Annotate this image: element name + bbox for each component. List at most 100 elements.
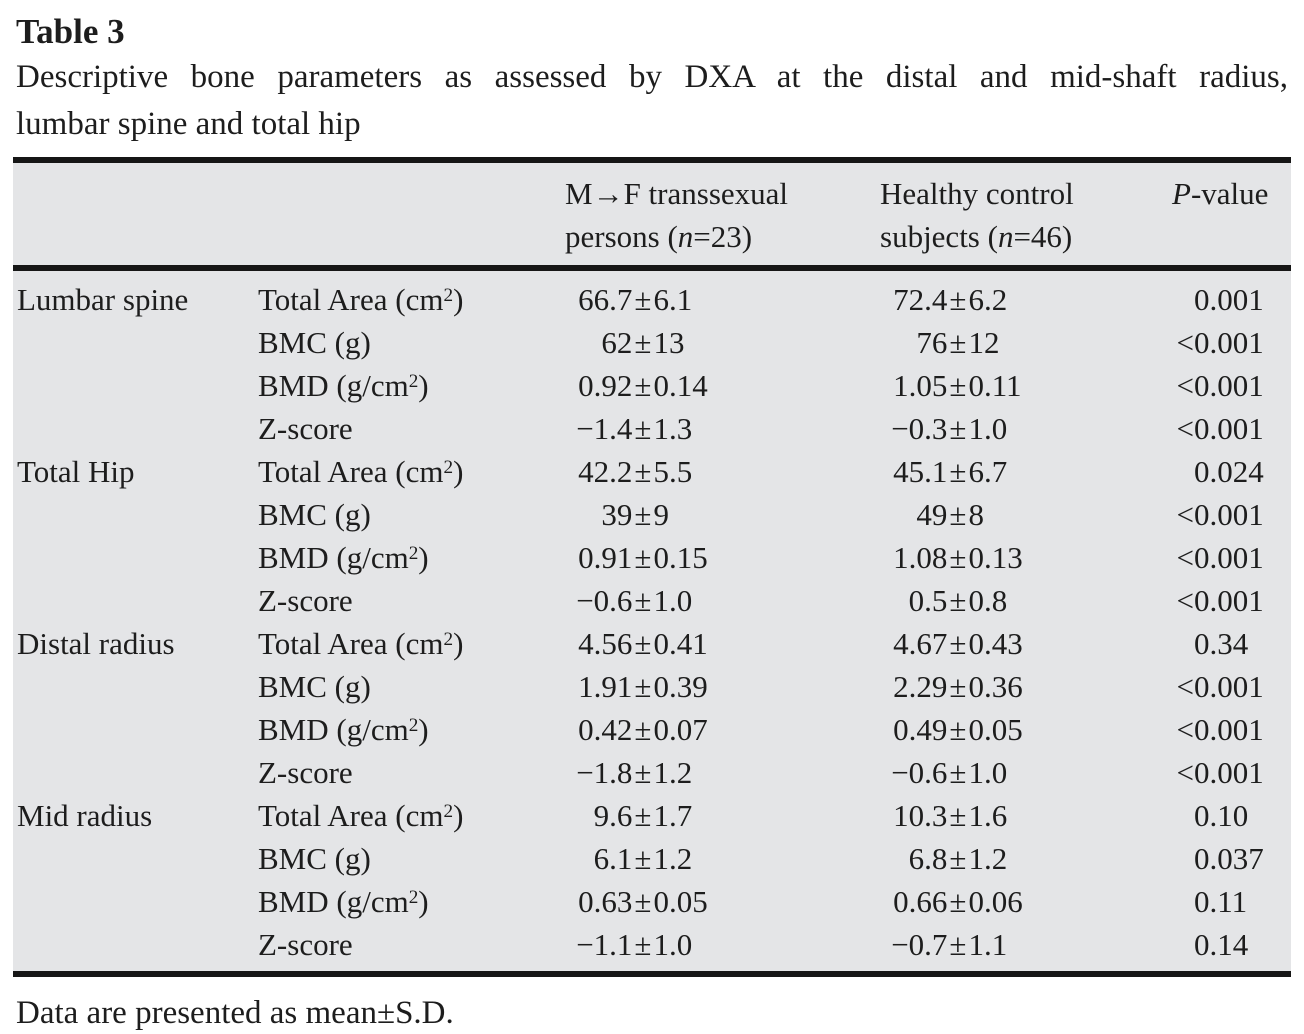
plus-minus-symbol: ±	[634, 927, 652, 962]
header-empty-parameter	[258, 172, 565, 258]
p-value-cell: <0.001	[1176, 540, 1264, 575]
superscript: 2	[443, 629, 454, 650]
parameter-cell: Total Area (cm2)	[258, 454, 464, 489]
control-value-cell: 72.4±6.2	[893, 282, 1008, 317]
site-cell	[13, 837, 258, 880]
table-row: Z-score −0.6±1.0 0.5±0.8 <0.001	[13, 579, 1291, 622]
plus-minus-symbol: ±	[949, 497, 967, 532]
control-value-cell: 49±8	[916, 497, 984, 532]
plus-minus-symbol: ±	[634, 755, 652, 790]
table-body: Lumbar spine Total Area (cm2) 66.7±6.1 7…	[13, 271, 1291, 971]
transsexual-value-cell: 9.6±1.7	[593, 798, 693, 833]
parameter-cell: Z-score	[258, 755, 353, 790]
superscript: 2	[408, 715, 419, 736]
superscript: 2	[443, 457, 454, 478]
caption-text-line1: Descriptive bone parameters as assessed …	[16, 59, 1288, 95]
p-value-cell: <0.001	[1176, 712, 1264, 747]
header-transsexual-group: M→F transsexual persons (n=23)	[565, 172, 880, 258]
site-cell	[13, 321, 258, 364]
table-row: Lumbar spine Total Area (cm2) 66.7±6.1 7…	[13, 278, 1291, 321]
plus-minus-symbol: ±	[634, 798, 652, 833]
control-value-cell: 1.05±0.11	[893, 368, 1022, 403]
superscript: 2	[443, 285, 454, 306]
plus-minus-symbol: ±	[949, 798, 967, 833]
transsexual-value-cell: 62±13	[601, 325, 685, 360]
header-p-value: P-value	[1172, 176, 1269, 211]
table-row: BMD (g/cm2) 0.42±0.07 0.49±0.05 <0.001	[13, 708, 1291, 751]
p-value-cell: 0.001	[1194, 282, 1264, 317]
p-value-cell: <0.001	[1176, 368, 1264, 403]
parameter-cell: Z-score	[258, 583, 353, 618]
p-value-cell: <0.001	[1176, 583, 1264, 618]
parameter-cell: Z-score	[258, 927, 353, 962]
site-cell	[13, 665, 258, 708]
control-value-cell: 1.08±0.13	[893, 540, 1023, 575]
p-symbol: P	[1172, 176, 1191, 211]
header-transsexual-line2: persons (n=23)	[565, 219, 753, 254]
n-symbol: n	[677, 219, 694, 254]
caption-text-line2: lumbar spine and total hip	[16, 106, 361, 142]
site-cell: Lumbar spine	[17, 282, 189, 317]
site-cell	[13, 708, 258, 751]
control-value-cell: 4.67±0.43	[893, 626, 1023, 661]
control-value-cell: 45.1±6.7	[893, 454, 1008, 489]
plus-minus-symbol: ±	[949, 411, 967, 446]
plus-minus-symbol: ±	[949, 841, 967, 876]
plus-minus-symbol: ±	[634, 497, 652, 532]
parameter-cell: Total Area (cm2)	[258, 626, 464, 661]
p-value-cell: <0.001	[1176, 669, 1264, 704]
table-row: BMC (g) 1.91±0.39 2.29±0.36 <0.001	[13, 665, 1291, 708]
table-row: BMC (g) 62±13 76±12 <0.001	[13, 321, 1291, 364]
p-value-cell: <0.001	[1176, 755, 1264, 790]
plus-minus-symbol: ±	[634, 669, 652, 704]
plus-minus-symbol: ±	[634, 411, 652, 446]
p-value-cell: 0.34	[1194, 626, 1249, 661]
plus-minus-symbol: ±	[949, 368, 967, 403]
control-value-cell: −0.6±1.0	[891, 755, 1008, 790]
parameter-cell: Total Area (cm2)	[258, 282, 464, 317]
plus-minus-symbol: ±	[634, 884, 652, 919]
transsexual-value-cell: 0.63±0.05	[578, 884, 708, 919]
plus-minus-symbol: ±	[634, 841, 652, 876]
data-table: M→F transsexual persons (n=23) Healthy c…	[13, 157, 1291, 977]
p-value-cell: 0.11	[1194, 884, 1248, 919]
plus-minus-symbol: ±	[634, 626, 652, 661]
plus-minus-symbol: ±	[949, 282, 967, 317]
control-value-cell: 76±12	[916, 325, 1000, 360]
plus-minus-symbol: ±	[949, 540, 967, 575]
header-control-line1: Healthy control	[880, 176, 1074, 211]
parameter-cell: BMC (g)	[258, 841, 371, 876]
transsexual-value-cell: −1.8±1.2	[576, 755, 693, 790]
parameter-cell: BMD (g/cm2)	[258, 884, 429, 919]
control-value-cell: 0.49±0.05	[893, 712, 1023, 747]
transsexual-value-cell: 39±9	[601, 497, 669, 532]
transsexual-value-cell: 0.42±0.07	[578, 712, 708, 747]
transsexual-value-cell: 4.56±0.41	[578, 626, 708, 661]
table-row: Mid radius Total Area (cm2) 9.6±1.7 10.3…	[13, 794, 1291, 837]
control-value-cell: −0.7±1.1	[891, 927, 1008, 962]
plus-minus-symbol: ±	[949, 454, 967, 489]
site-cell	[13, 880, 258, 923]
parameter-cell: BMD (g/cm2)	[258, 540, 429, 575]
site-cell	[13, 751, 258, 794]
table-row: BMC (g) 39±9 49±8 <0.001	[13, 493, 1291, 536]
parameter-cell: BMD (g/cm2)	[258, 712, 429, 747]
site-cell: Mid radius	[17, 798, 153, 833]
p-value-cell: <0.001	[1176, 411, 1264, 446]
p-value-cell: 0.14	[1194, 927, 1249, 962]
control-value-cell: 0.5±0.8	[908, 583, 1008, 618]
plus-minus-symbol: ±	[949, 927, 967, 962]
plus-minus-symbol: ±	[634, 454, 652, 489]
table-row: BMD (g/cm2) 0.92±0.14 1.05±0.11 <0.001	[13, 364, 1291, 407]
plus-minus-symbol: ±	[634, 583, 652, 618]
parameter-cell: BMD (g/cm2)	[258, 368, 429, 403]
p-value-cell: <0.001	[1176, 497, 1264, 532]
table-row: Total Hip Total Area (cm2) 42.2±5.5 45.1…	[13, 450, 1291, 493]
parameter-cell: BMC (g)	[258, 669, 371, 704]
plus-minus-symbol: ±	[949, 884, 967, 919]
table-caption: Table 3 Descriptive bone parameters as a…	[0, 0, 1304, 148]
transsexual-value-cell: 42.2±5.5	[578, 454, 693, 489]
superscript: 2	[408, 371, 419, 392]
plus-minus-symbol: ±	[949, 755, 967, 790]
